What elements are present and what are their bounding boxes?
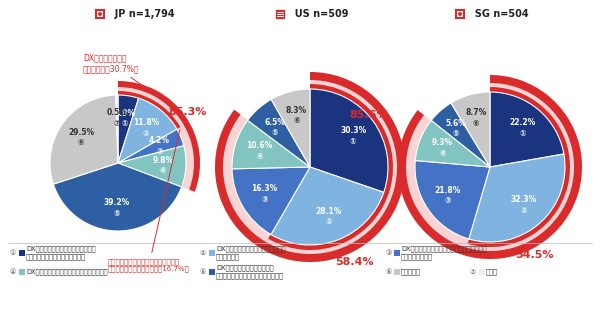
Bar — [19, 250, 25, 256]
Text: 9.3%
④: 9.3% ④ — [432, 138, 453, 158]
Text: ⑦: ⑦ — [470, 269, 476, 275]
Bar — [96, 10, 104, 18]
Text: ④: ④ — [10, 269, 16, 275]
Text: 39.2%
⑤: 39.2% ⑤ — [104, 198, 130, 218]
Bar — [276, 10, 284, 18]
Text: 16.3%
③: 16.3% ③ — [251, 184, 277, 204]
Wedge shape — [268, 84, 393, 250]
Wedge shape — [451, 92, 490, 167]
Text: ⑥: ⑥ — [385, 269, 391, 275]
Bar — [276, 11, 284, 12]
Text: 85.6%: 85.6% — [349, 110, 388, 120]
Bar — [209, 269, 215, 275]
Circle shape — [458, 12, 462, 16]
Wedge shape — [431, 103, 490, 167]
Text: 8.3%
⑥: 8.3% ⑥ — [286, 106, 307, 125]
Wedge shape — [118, 146, 186, 187]
Wedge shape — [118, 98, 177, 163]
Text: 4.2%
③: 4.2% ③ — [149, 136, 170, 156]
Text: 58.4%: 58.4% — [335, 257, 374, 267]
Circle shape — [98, 12, 102, 16]
Text: 11.8%
②: 11.8% ② — [133, 118, 160, 138]
Text: 21.8%
③: 21.8% ③ — [434, 186, 461, 205]
Wedge shape — [415, 120, 490, 167]
Wedge shape — [232, 120, 310, 169]
Wedge shape — [50, 95, 118, 184]
Text: DXでセキュリティの要請が変わり、
今後対応予定: DXでセキュリティの要請が変わり、 今後対応予定 — [216, 246, 286, 261]
Text: DXでセキュリティの要請が変わり、
ルールや対策更新等対応している: DXでセキュリティの要請が変わり、 ルールや対策更新等対応している — [26, 246, 95, 261]
Text: ③: ③ — [385, 250, 391, 256]
Wedge shape — [118, 95, 139, 163]
Text: その他: その他 — [486, 269, 498, 275]
Bar — [394, 269, 400, 275]
Text: 29.5%
⑥: 29.5% ⑥ — [68, 128, 94, 147]
Text: 85.3%: 85.3% — [169, 107, 207, 117]
Bar — [456, 10, 464, 18]
Wedge shape — [467, 87, 570, 247]
Wedge shape — [271, 167, 384, 245]
Bar — [276, 17, 284, 18]
Wedge shape — [118, 91, 181, 129]
Text: 22.2%
①: 22.2% ① — [509, 118, 536, 138]
Text: 32.3%
②: 32.3% ② — [511, 195, 537, 215]
Bar — [479, 269, 485, 275]
Text: DXでセキュリティの要請が変わっているが、
対応はしていない: DXでセキュリティの要請が変わっているが、 対応はしていない — [401, 246, 487, 261]
Wedge shape — [271, 89, 310, 167]
Text: JP n=1,794: JP n=1,794 — [108, 9, 175, 19]
Wedge shape — [490, 92, 564, 167]
Text: 5.6%
⑤: 5.6% ⑤ — [446, 119, 467, 139]
Text: 8.7%
⑥: 8.7% ⑥ — [466, 108, 487, 128]
Wedge shape — [469, 154, 565, 242]
Bar — [276, 13, 284, 14]
Text: 30.3%
①: 30.3% ① — [340, 127, 366, 146]
Text: SG n=504: SG n=504 — [468, 9, 529, 19]
Text: 9.8%
④: 9.8% ④ — [152, 156, 173, 175]
Wedge shape — [118, 129, 184, 163]
Text: ②: ② — [200, 250, 206, 256]
Bar — [209, 250, 215, 256]
Text: 6.5%
⑤: 6.5% ⑤ — [265, 117, 285, 137]
Text: 分からない: 分からない — [401, 269, 421, 275]
Wedge shape — [232, 167, 310, 235]
Text: 0.5%
⑦: 0.5% ⑦ — [107, 108, 128, 128]
Wedge shape — [398, 75, 582, 259]
Text: 10.6%
④: 10.6% ④ — [247, 141, 272, 161]
Bar — [394, 250, 400, 256]
Wedge shape — [215, 72, 405, 262]
Wedge shape — [116, 95, 118, 163]
Wedge shape — [118, 91, 181, 163]
Bar — [276, 15, 284, 16]
Text: デジタルセキュリティに対応している
（予定を含む）企業の割合（16.7%）: デジタルセキュリティに対応している （予定を含む）企業の割合（16.7%） — [108, 130, 190, 272]
Text: 54.5%: 54.5% — [515, 250, 554, 260]
Wedge shape — [268, 84, 393, 250]
Wedge shape — [398, 75, 582, 259]
Wedge shape — [53, 163, 182, 231]
Wedge shape — [248, 99, 310, 167]
Text: DXでセキュリティの要請は変わっていない: DXでセキュリティの要請は変わっていない — [26, 269, 107, 275]
Text: 28.1%
②: 28.1% ② — [316, 207, 342, 226]
Wedge shape — [215, 72, 405, 262]
Text: ⑤: ⑤ — [200, 269, 206, 275]
Wedge shape — [415, 161, 490, 239]
Wedge shape — [467, 87, 570, 247]
Wedge shape — [118, 81, 200, 192]
Wedge shape — [118, 81, 200, 192]
Text: US n=509: US n=509 — [288, 9, 349, 19]
Bar — [19, 269, 25, 275]
Text: DXに取組んでいる
企業の割合（30.7%）: DXに取組んでいる 企業の割合（30.7%） — [83, 54, 183, 115]
Text: DXの取組みはされておらず、
セキュリティの要請は変わっていない: DXの取組みはされておらず、 セキュリティの要請は変わっていない — [216, 265, 284, 279]
Text: ①: ① — [10, 250, 16, 256]
Text: 4.9%
①: 4.9% ① — [115, 109, 136, 128]
Wedge shape — [310, 89, 388, 192]
